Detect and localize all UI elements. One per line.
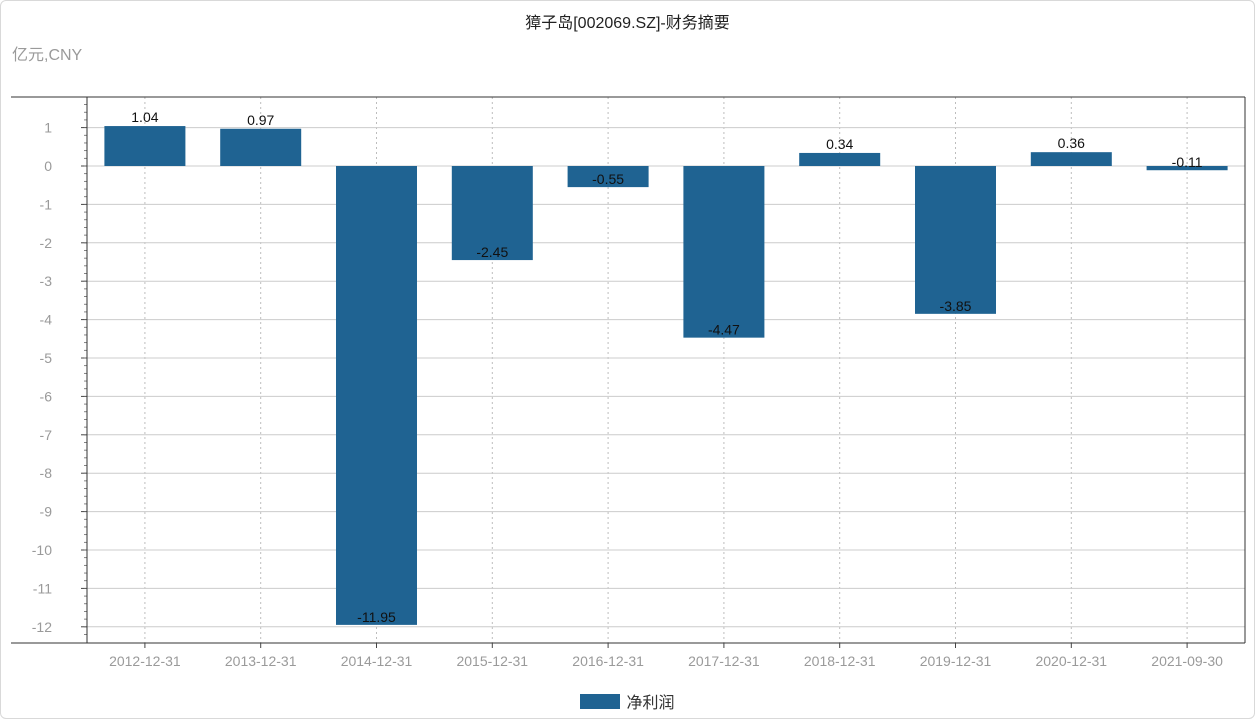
data-label: 0.97 — [247, 112, 274, 128]
y-tick-label: 0 — [44, 158, 52, 174]
bar — [1146, 166, 1228, 171]
y-tick-label: -3 — [40, 273, 53, 289]
x-tick-label: 2020-12-31 — [1035, 653, 1107, 669]
legend-label: 净利润 — [626, 695, 675, 712]
x-tick-label: 2015-12-31 — [456, 653, 528, 669]
legend-swatch — [580, 693, 621, 709]
y-tick-label: -7 — [40, 427, 53, 443]
data-label: -11.95 — [357, 609, 396, 625]
bar — [451, 166, 533, 261]
x-tick-label: 2018-12-31 — [804, 653, 876, 669]
bar — [104, 126, 186, 166]
data-label: 1.04 — [131, 109, 158, 125]
x-tick-label: 2017-12-31 — [688, 653, 760, 669]
x-tick-label: 2021-09-30 — [1151, 653, 1223, 669]
x-tick-label: 2013-12-31 — [225, 653, 297, 669]
bar — [336, 166, 417, 625]
x-tick-label: 2016-12-31 — [572, 653, 644, 669]
bar — [915, 166, 996, 314]
chart-title: 獐子岛[002069.SZ]-财务摘要 — [525, 15, 730, 32]
data-label: -0.55 — [592, 171, 624, 187]
data-label: 0.36 — [1058, 135, 1085, 151]
y-tick-label: -5 — [40, 350, 53, 366]
y-tick-label: -6 — [40, 388, 53, 404]
legend[interactable]: 净利润 — [0, 689, 1255, 713]
bar — [683, 166, 765, 338]
y-tick-label: -4 — [40, 312, 53, 328]
y-tick-label: 1 — [44, 120, 52, 136]
data-label: -3.85 — [940, 298, 972, 314]
y-tick-label: -1 — [40, 196, 53, 212]
y-tick-label: -9 — [40, 504, 53, 520]
bar — [1030, 152, 1112, 166]
y-tick-label: -12 — [32, 619, 52, 635]
data-label: -2.45 — [476, 244, 508, 260]
x-tick-label: 2012-12-31 — [109, 653, 181, 669]
bar — [799, 152, 881, 166]
unit-label: 亿元,CNY — [12, 47, 83, 64]
x-tick-label: 2019-12-31 — [920, 653, 992, 669]
data-label: -4.47 — [708, 322, 740, 338]
y-tick-label: -10 — [32, 542, 52, 558]
data-label: -0.11 — [1172, 154, 1203, 170]
y-tick-label: -11 — [33, 580, 52, 596]
data-label: 0.34 — [826, 136, 853, 152]
bar — [220, 128, 302, 166]
bar — [567, 166, 649, 188]
y-tick-label: -8 — [40, 465, 53, 481]
y-tick-label: -2 — [40, 235, 53, 251]
x-tick-label: 2014-12-31 — [341, 653, 413, 669]
